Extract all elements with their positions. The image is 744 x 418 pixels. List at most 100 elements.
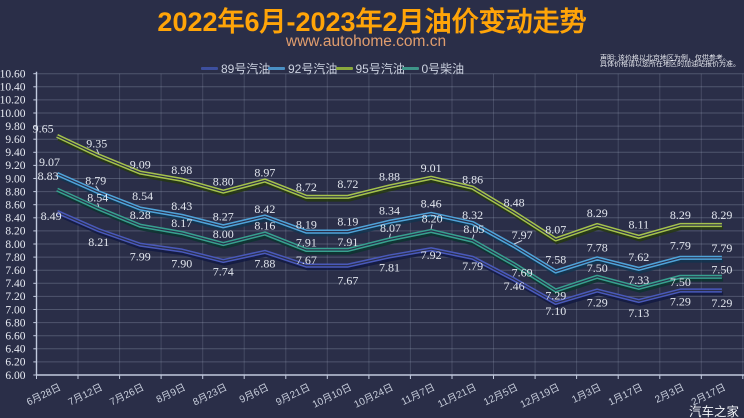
svg-text:11月21日: 11月21日 — [436, 381, 479, 410]
svg-text:7.29: 7.29 — [711, 296, 732, 310]
svg-text:8.19: 8.19 — [337, 215, 358, 229]
svg-text:8.80: 8.80 — [213, 175, 234, 189]
svg-text:8.19: 8.19 — [296, 218, 317, 232]
svg-text:7.99: 7.99 — [130, 250, 151, 264]
svg-text:7.88: 7.88 — [254, 256, 275, 270]
svg-text:7月12日: 7月12日 — [66, 381, 104, 408]
svg-text:8.97: 8.97 — [254, 166, 275, 180]
svg-text:8.49: 8.49 — [41, 209, 62, 223]
svg-text:8.20: 8.20 — [422, 212, 443, 226]
svg-text:9.80: 9.80 — [5, 121, 25, 133]
svg-text:8.54: 8.54 — [87, 191, 108, 205]
svg-text:7.80: 7.80 — [5, 252, 25, 264]
svg-text:8.00: 8.00 — [5, 239, 25, 251]
svg-text:7.58: 7.58 — [545, 253, 566, 267]
svg-text:6.80: 6.80 — [5, 317, 25, 329]
svg-text:8.54: 8.54 — [132, 189, 153, 203]
svg-text:8.07: 8.07 — [380, 221, 401, 235]
svg-text:8.40: 8.40 — [5, 213, 25, 225]
svg-text:7.67: 7.67 — [296, 253, 317, 267]
svg-text:7.00: 7.00 — [5, 304, 25, 316]
svg-text:9.35: 9.35 — [86, 137, 107, 151]
svg-text:9.65: 9.65 — [33, 121, 54, 135]
svg-text:8.42: 8.42 — [254, 202, 275, 216]
svg-text:9.00: 9.00 — [5, 173, 25, 185]
svg-text:8月9日: 8月9日 — [154, 381, 187, 405]
svg-text:7.62: 7.62 — [628, 250, 649, 264]
svg-text:8.46: 8.46 — [421, 196, 442, 210]
svg-text:8.28: 8.28 — [130, 208, 151, 222]
svg-text:8.32: 8.32 — [462, 208, 483, 222]
svg-text:8.27: 8.27 — [213, 209, 234, 223]
svg-text:7.78: 7.78 — [587, 240, 608, 254]
svg-text:12月5日: 12月5日 — [482, 381, 520, 408]
svg-text:7.29: 7.29 — [670, 295, 691, 309]
svg-text:8.43: 8.43 — [171, 199, 192, 213]
svg-text:7.29: 7.29 — [545, 289, 566, 303]
svg-text:6.60: 6.60 — [5, 331, 25, 343]
svg-text:9月21日: 9月21日 — [274, 381, 312, 408]
svg-text:7.79: 7.79 — [711, 241, 732, 255]
svg-text:8.72: 8.72 — [337, 177, 358, 191]
svg-text:9.01: 9.01 — [421, 161, 442, 175]
svg-text:8.29: 8.29 — [670, 208, 691, 222]
svg-text:9.09: 9.09 — [130, 158, 151, 172]
svg-text:8.86: 8.86 — [462, 173, 483, 187]
svg-text:2月3日: 2月3日 — [653, 381, 686, 405]
svg-text:10月10日: 10月10日 — [310, 381, 353, 410]
svg-text:6.20: 6.20 — [5, 357, 25, 369]
svg-text:8.79: 8.79 — [85, 173, 106, 187]
svg-text:9.07: 9.07 — [39, 155, 60, 169]
svg-text:7.81: 7.81 — [379, 260, 400, 274]
svg-text:8.80: 8.80 — [5, 186, 25, 198]
svg-text:8.20: 8.20 — [5, 226, 25, 238]
svg-text:8.17: 8.17 — [171, 216, 192, 230]
svg-text:8月23日: 8月23日 — [191, 381, 229, 408]
svg-text:8.60: 8.60 — [5, 200, 25, 212]
svg-text:8.11: 8.11 — [629, 217, 650, 231]
svg-text:7.50: 7.50 — [711, 263, 732, 277]
svg-text:7.91: 7.91 — [296, 235, 317, 249]
svg-text:7.50: 7.50 — [587, 261, 608, 275]
svg-text:7.13: 7.13 — [628, 306, 649, 320]
svg-text:10.20: 10.20 — [0, 95, 26, 107]
svg-text:10.40: 10.40 — [0, 82, 26, 94]
svg-text:8.34: 8.34 — [379, 204, 400, 218]
svg-text:6.40: 6.40 — [5, 344, 25, 356]
svg-text:10月24日: 10月24日 — [352, 381, 395, 410]
svg-text:7.90: 7.90 — [171, 257, 192, 271]
svg-text:8.48: 8.48 — [504, 196, 525, 210]
svg-text:10.60: 10.60 — [0, 69, 26, 81]
svg-text:8.16: 8.16 — [254, 219, 275, 233]
svg-text:7.20: 7.20 — [5, 291, 25, 303]
svg-text:7.79: 7.79 — [462, 259, 483, 273]
svg-text:7.79: 7.79 — [670, 239, 691, 253]
svg-text:8.21: 8.21 — [88, 235, 109, 249]
svg-text:7月26日: 7月26日 — [108, 381, 146, 408]
svg-text:9.40: 9.40 — [5, 147, 25, 159]
svg-text:7.40: 7.40 — [5, 278, 25, 290]
svg-text:9月6日: 9月6日 — [237, 381, 270, 405]
svg-text:7.60: 7.60 — [5, 265, 25, 277]
svg-text:6.00: 6.00 — [5, 370, 25, 382]
svg-text:7.10: 7.10 — [545, 304, 566, 318]
svg-text:11月7日: 11月7日 — [399, 381, 437, 408]
svg-text:7.92: 7.92 — [421, 248, 442, 262]
svg-text:1月3日: 1月3日 — [570, 381, 603, 405]
svg-text:7.97: 7.97 — [512, 228, 533, 242]
svg-text:9.20: 9.20 — [5, 160, 25, 172]
svg-text:8.72: 8.72 — [296, 180, 317, 194]
svg-text:7.29: 7.29 — [587, 296, 608, 310]
svg-text:7.46: 7.46 — [504, 279, 525, 293]
svg-text:7.50: 7.50 — [670, 275, 691, 289]
svg-text:7.69: 7.69 — [512, 266, 533, 280]
svg-text:6月28日: 6月28日 — [25, 381, 63, 408]
svg-text:7.91: 7.91 — [337, 235, 358, 249]
svg-text:9.60: 9.60 — [5, 134, 25, 146]
svg-text:1月17日: 1月17日 — [606, 381, 644, 408]
svg-text:7.67: 7.67 — [337, 274, 358, 288]
svg-text:8.98: 8.98 — [171, 163, 192, 177]
svg-text:8.83: 8.83 — [38, 169, 59, 183]
svg-text:7.33: 7.33 — [628, 273, 649, 287]
svg-text:8.29: 8.29 — [711, 208, 732, 222]
